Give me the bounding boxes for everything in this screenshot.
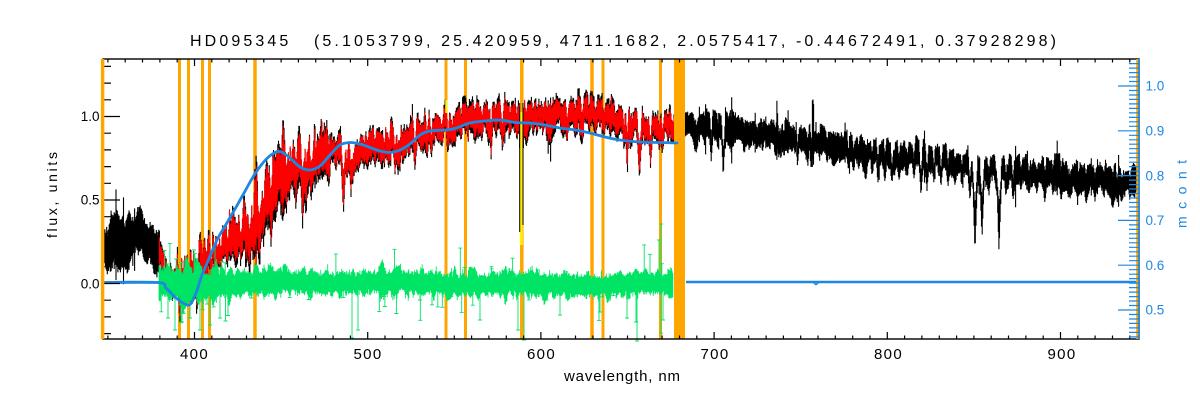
svg-text:700: 700 (701, 346, 730, 363)
svg-text:0.7: 0.7 (1146, 213, 1165, 228)
svg-text:0.5: 0.5 (1146, 303, 1165, 318)
svg-text:900: 900 (1048, 346, 1077, 363)
svg-text:0.9: 0.9 (1146, 124, 1165, 139)
svg-text:0.6: 0.6 (1146, 258, 1165, 273)
svg-text:800: 800 (874, 346, 903, 363)
svg-text:wavelength, nm: wavelength, nm (563, 368, 680, 385)
svg-text:0.0: 0.0 (81, 276, 100, 291)
svg-text:400: 400 (180, 346, 209, 363)
svg-text:0.8: 0.8 (1146, 168, 1165, 183)
svg-text:600: 600 (527, 346, 556, 363)
svg-text:500: 500 (354, 346, 383, 363)
svg-text:HD095345 (5.1053799, 25.4209: HD095345 (5.1053799, 25.420959, 4711.168… (190, 33, 1056, 50)
svg-text:1.0: 1.0 (1146, 79, 1165, 94)
svg-text:0.5: 0.5 (81, 192, 100, 207)
svg-text:1.0: 1.0 (81, 109, 100, 124)
